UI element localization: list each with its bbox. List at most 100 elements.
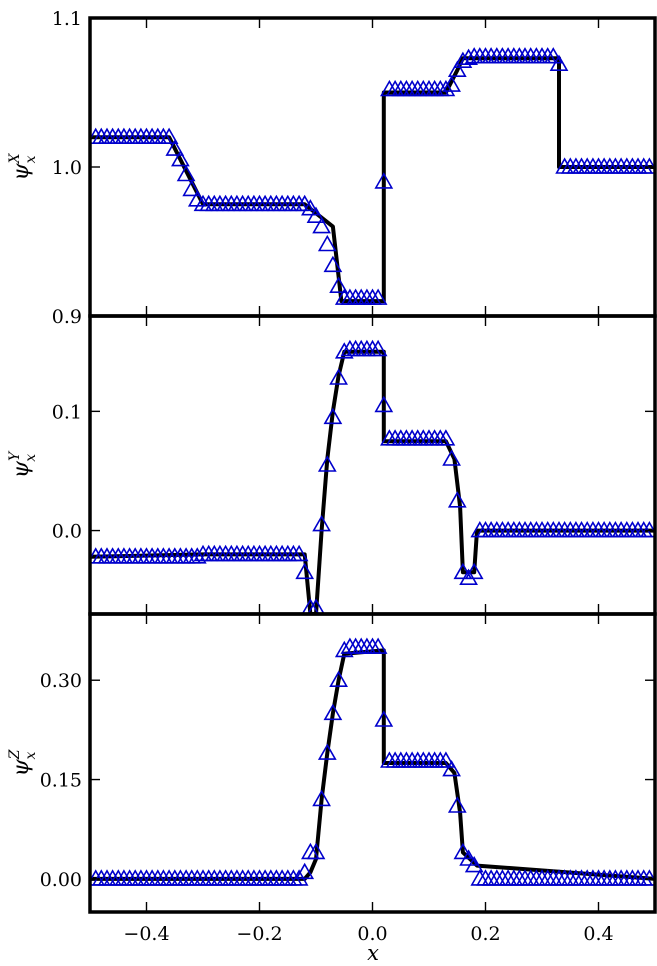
triangle-marker — [368, 288, 388, 305]
triangle-marker — [487, 47, 507, 64]
triangle-marker — [187, 547, 207, 564]
triangle-marker — [521, 47, 541, 64]
triangle-marker — [312, 789, 331, 807]
plot-layer — [90, 47, 655, 886]
triangle-marker — [487, 869, 507, 886]
triangle-marker — [329, 368, 348, 385]
triangle-marker — [436, 751, 456, 768]
triangle-marker — [368, 339, 388, 357]
triangle-marker — [317, 743, 337, 760]
y-tick-label: 0.9 — [52, 306, 82, 328]
triangle-marker — [510, 869, 529, 886]
triangle-marker — [323, 255, 343, 273]
triangle-marker — [312, 514, 331, 532]
triangle-marker — [521, 869, 541, 886]
y-axis-label-subscript: x — [23, 155, 39, 163]
triangle-marker — [447, 60, 467, 77]
triangle-marker — [464, 855, 484, 873]
y-axis-label: ψXx — [7, 152, 39, 180]
triangle-marker — [498, 47, 518, 64]
y-axis-label-symbol: ψ — [9, 163, 34, 181]
x-tick-label: 0.0 — [357, 923, 387, 945]
panel-data — [90, 339, 655, 614]
panel-2 — [90, 339, 655, 614]
triangle-marker — [307, 598, 325, 614]
triangle-marker — [515, 869, 535, 886]
y-tick-label: 0.15 — [40, 770, 82, 792]
x-tick-label: −0.2 — [236, 923, 282, 945]
triangle-marker — [498, 869, 518, 886]
y-tick-label: 1.0 — [52, 157, 82, 179]
y-axis-label-superscript: Z — [7, 749, 23, 760]
y-axis-label: ψYx — [7, 450, 39, 478]
triangle-marker — [459, 849, 478, 866]
triangle-marker — [374, 172, 394, 189]
triangle-marker — [334, 342, 354, 359]
triangle-marker — [329, 670, 348, 688]
triangle-marker — [323, 407, 343, 425]
panel-1 — [90, 47, 655, 305]
triangle-marker — [459, 568, 478, 586]
triangle-marker — [295, 562, 315, 580]
triangle-marker — [171, 149, 190, 167]
triangle-marker — [476, 47, 495, 64]
triangle-marker — [504, 869, 524, 886]
panel-data — [90, 47, 655, 305]
triangle-marker — [481, 869, 501, 886]
triangle-marker — [436, 429, 456, 446]
triangle-marker — [436, 79, 456, 97]
y-axis-label-subscript: x — [23, 454, 39, 462]
triangle-marker — [538, 47, 558, 64]
triangle-marker — [374, 395, 394, 413]
triangle-marker — [481, 47, 501, 64]
triangle-marker — [453, 842, 473, 860]
triangle-marker — [515, 47, 535, 64]
triangle-marker — [442, 75, 461, 92]
y-axis-label: ψZx — [7, 749, 39, 776]
y-tick-label: 0.1 — [52, 401, 82, 423]
reference-line — [90, 648, 655, 881]
y-tick-label: 0.30 — [40, 670, 82, 692]
triangle-marker — [527, 869, 546, 886]
y-tick-label: 1.1 — [52, 8, 82, 30]
x-tick-label: 0.4 — [583, 923, 613, 945]
triangle-marker — [312, 216, 331, 234]
triangle-marker — [368, 637, 388, 654]
reference-line — [90, 56, 655, 304]
triangle-marker — [374, 710, 394, 727]
triangle-marker — [334, 640, 354, 658]
triangle-marker — [470, 869, 490, 886]
triangle-marker — [295, 862, 315, 880]
triangle-marker — [532, 47, 552, 64]
triangle-marker — [510, 47, 529, 64]
triangle-marker — [301, 598, 320, 614]
triangle-marker — [182, 179, 202, 197]
panel-3 — [90, 637, 655, 886]
triangle-marker — [442, 759, 461, 777]
triangle-marker — [447, 796, 467, 813]
triangle-marker — [165, 139, 185, 156]
triangle-marker — [306, 206, 326, 223]
triangle-marker — [453, 562, 473, 580]
triangle-marker — [543, 47, 563, 64]
triangle-marker — [459, 48, 478, 65]
x-axis-label: x — [367, 941, 379, 965]
triangle-marker — [476, 869, 495, 886]
frame-layer — [88, 16, 657, 914]
triangle-marker — [301, 199, 320, 216]
x-tick-label: −0.4 — [123, 923, 169, 945]
triangle-marker — [464, 562, 484, 580]
panel-3-frame — [88, 612, 657, 914]
triangle-marker — [329, 276, 348, 294]
y-axis-label-superscript: Y — [7, 450, 23, 461]
x-tick-label: 0.2 — [470, 923, 500, 945]
triangle-marker — [493, 47, 512, 64]
y-axis-label-symbol: ψ — [9, 759, 34, 777]
triangle-marker — [176, 164, 196, 182]
triangle-marker — [317, 455, 337, 472]
label-layer: x 0.91.01.1ψXx0.00.1ψYx0.000.150.30ψZx−0… — [7, 8, 614, 965]
triangle-marker — [447, 491, 467, 508]
triangle-marker — [159, 127, 179, 144]
y-axis-label-superscript: X — [7, 152, 23, 164]
